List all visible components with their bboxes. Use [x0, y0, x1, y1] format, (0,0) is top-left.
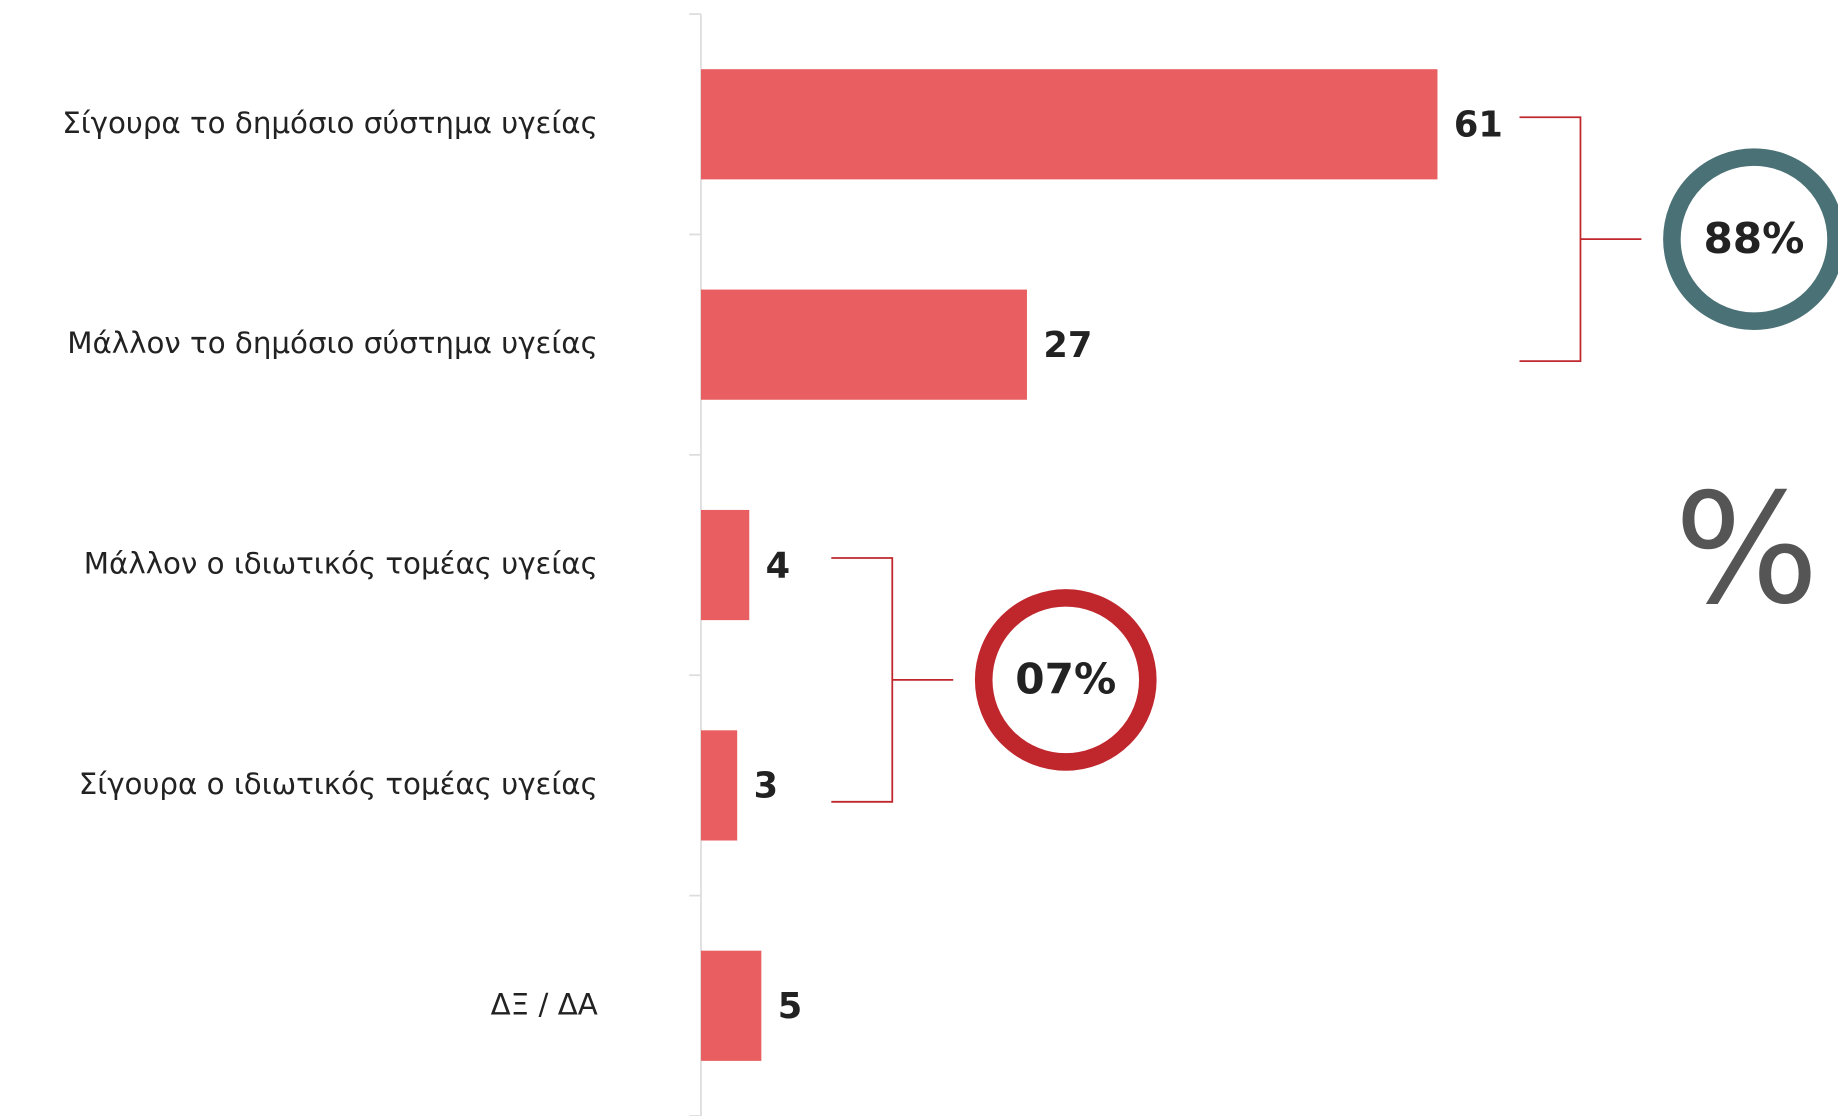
category-label: ΔΞ / ΔΑ	[491, 987, 598, 1021]
value-label: 3	[754, 766, 778, 807]
value-label: 61	[1454, 105, 1503, 146]
bar	[700, 69, 1438, 180]
annotation-ring	[1663, 148, 1838, 330]
bracket	[831, 557, 954, 803]
unit-symbol: %	[1674, 461, 1819, 638]
bracket	[1519, 116, 1642, 362]
bar	[700, 730, 738, 841]
bar	[700, 289, 1027, 400]
category-label: Σίγουρα ο ιδιωτικός τομέας υγείας	[79, 767, 598, 801]
annotation-label: 88%	[1703, 214, 1804, 263]
bar	[700, 509, 750, 621]
annotation-ring	[974, 589, 1157, 771]
category-label: Μάλλον το δημόσιο σύστημα υγείας	[67, 326, 598, 360]
category-label: Μάλλον ο ιδιωτικός τομέας υγείας	[84, 547, 598, 581]
category-label: Σίγουρα το δημόσιο σύστημα υγείας	[62, 106, 598, 140]
annotation-label: 07%	[1015, 655, 1116, 704]
value-label: 4	[766, 545, 790, 586]
value-label: 5	[778, 986, 802, 1027]
value-label: 27	[1043, 325, 1092, 366]
bar	[700, 950, 762, 1061]
